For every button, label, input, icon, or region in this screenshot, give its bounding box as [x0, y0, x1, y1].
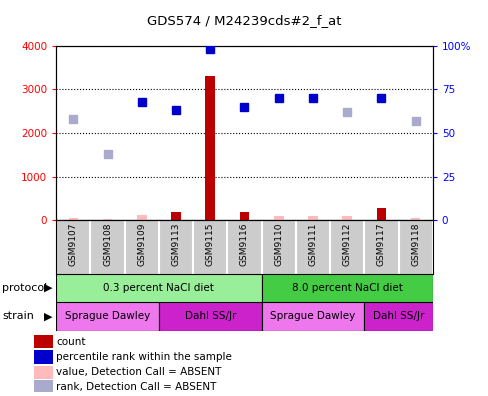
- Bar: [171, 212, 181, 220]
- Bar: [364, 302, 432, 331]
- Text: ▶: ▶: [44, 283, 52, 293]
- Bar: [34, 381, 53, 394]
- Bar: [137, 215, 146, 220]
- Bar: [34, 335, 53, 348]
- Bar: [376, 208, 386, 220]
- Text: rank, Detection Call = ABSENT: rank, Detection Call = ABSENT: [56, 382, 216, 392]
- Text: GSM9109: GSM9109: [137, 223, 146, 267]
- Text: GSM9111: GSM9111: [308, 223, 317, 267]
- Text: GSM9107: GSM9107: [69, 223, 78, 267]
- Text: Dahl SS/Jr: Dahl SS/Jr: [184, 311, 236, 322]
- Text: protocol: protocol: [2, 283, 48, 293]
- Bar: [56, 274, 261, 302]
- Text: percentile rank within the sample: percentile rank within the sample: [56, 352, 232, 362]
- Bar: [307, 216, 317, 220]
- Bar: [261, 302, 364, 331]
- Text: Dahl SS/Jr: Dahl SS/Jr: [372, 311, 424, 322]
- Text: 0.3 percent NaCl diet: 0.3 percent NaCl diet: [103, 283, 214, 293]
- Bar: [159, 302, 261, 331]
- Text: GSM9118: GSM9118: [410, 223, 419, 267]
- Text: GSM9117: GSM9117: [376, 223, 385, 267]
- Bar: [34, 366, 53, 379]
- Text: GDS574 / M24239cds#2_f_at: GDS574 / M24239cds#2_f_at: [147, 14, 341, 27]
- Text: GSM9112: GSM9112: [342, 223, 351, 266]
- Bar: [205, 76, 215, 220]
- Bar: [68, 218, 78, 220]
- Bar: [273, 216, 283, 220]
- Bar: [410, 218, 420, 220]
- Text: GSM9116: GSM9116: [240, 223, 248, 267]
- Text: GSM9108: GSM9108: [103, 223, 112, 267]
- Text: GSM9110: GSM9110: [274, 223, 283, 267]
- Text: Sprague Dawley: Sprague Dawley: [270, 311, 355, 322]
- Bar: [102, 219, 112, 220]
- Text: GSM9115: GSM9115: [205, 223, 214, 267]
- Bar: [34, 350, 53, 364]
- Text: 8.0 percent NaCl diet: 8.0 percent NaCl diet: [291, 283, 402, 293]
- Bar: [56, 302, 159, 331]
- Bar: [239, 212, 249, 220]
- Text: value, Detection Call = ABSENT: value, Detection Call = ABSENT: [56, 367, 221, 377]
- Text: ▶: ▶: [44, 311, 52, 322]
- Bar: [261, 274, 432, 302]
- Bar: [342, 216, 351, 220]
- Text: Sprague Dawley: Sprague Dawley: [65, 311, 150, 322]
- Text: GSM9113: GSM9113: [171, 223, 180, 267]
- Text: count: count: [56, 337, 85, 347]
- Text: strain: strain: [2, 311, 34, 322]
